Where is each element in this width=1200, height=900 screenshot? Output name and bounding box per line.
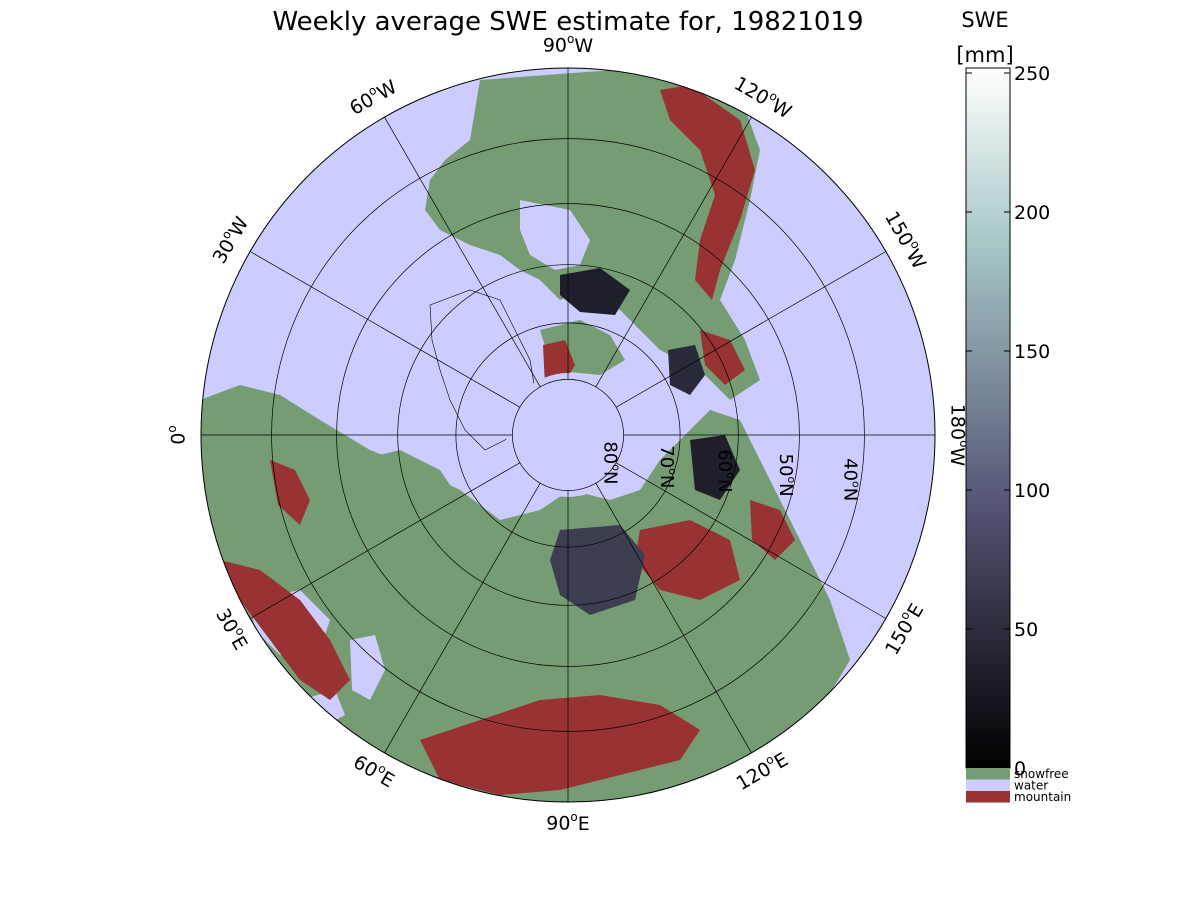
landmass-north-america bbox=[425, 68, 760, 400]
polar-map: 90oW120oW150oW180oW150oE120oE90oE60oE30o… bbox=[165, 32, 972, 835]
legend-label-water: water bbox=[1014, 779, 1048, 793]
meridian-line bbox=[595, 483, 752, 753]
mountain-alps-caucasus bbox=[220, 560, 350, 700]
parallel-label: 80oN bbox=[600, 441, 624, 484]
meridian-label: 90oE bbox=[546, 810, 590, 835]
degree-mark: o bbox=[850, 481, 863, 488]
land-layer bbox=[201, 68, 850, 802]
meridian-line bbox=[250, 251, 520, 408]
legend-label-mountain: mountain bbox=[1014, 790, 1071, 804]
colorbar-tick-label: 200 bbox=[1014, 202, 1050, 224]
colorbar: SWE [mm] 0 50 100 150 200 250 snowfreewatermo… bbox=[956, 8, 1071, 804]
mountain-tibet bbox=[420, 695, 700, 795]
meridian-label: 0o bbox=[165, 425, 190, 444]
degree-mark: o bbox=[570, 810, 577, 824]
colorbar-gradient bbox=[965, 67, 1011, 769]
degree-mark: o bbox=[724, 472, 737, 479]
colorbar-tick-label: 0 bbox=[1014, 758, 1026, 780]
hudson-bay bbox=[520, 200, 590, 270]
parallel-label: 40oN bbox=[840, 458, 864, 501]
legend-swatch-mountain bbox=[966, 791, 1010, 803]
legend-label-snowfree: snowfree bbox=[1014, 767, 1069, 781]
colorbar-ticks: 0 50 100 150 200 250 bbox=[966, 63, 1050, 780]
degree-mark: o bbox=[165, 425, 179, 432]
hemisphere-letter: N bbox=[656, 475, 677, 488]
figure-title: Weekly average SWE estimate for, 1982101… bbox=[272, 7, 863, 37]
meridian-line bbox=[616, 462, 886, 619]
parallel-label: 50oN bbox=[775, 454, 799, 497]
graticule-meridians bbox=[201, 68, 935, 802]
meridian-line bbox=[384, 483, 541, 753]
hemisphere-letter: E bbox=[227, 632, 252, 653]
meridian-line bbox=[250, 462, 520, 619]
caspian-sea bbox=[350, 635, 385, 700]
hemisphere-letter: N bbox=[775, 483, 796, 496]
mountain-rockies bbox=[660, 85, 755, 300]
snow-siberia-east bbox=[690, 435, 740, 500]
parallel-label: 60oN bbox=[714, 449, 738, 492]
mountain-east-siberia bbox=[635, 520, 740, 600]
colorbar-tick-label: 100 bbox=[1014, 480, 1050, 502]
colorbar-tick-label: 250 bbox=[1014, 63, 1050, 85]
hemisphere-letter: W bbox=[947, 447, 969, 466]
degree-mark: o bbox=[666, 468, 679, 475]
snow-canada-north bbox=[560, 268, 630, 315]
hemisphere-letter: N bbox=[600, 471, 621, 484]
colorbar-label-line2: [mm] bbox=[956, 43, 1013, 67]
mountain-alaska bbox=[700, 330, 745, 385]
map-frame bbox=[200, 67, 936, 803]
degree-mark: o bbox=[785, 476, 798, 483]
meridian-line bbox=[384, 117, 541, 387]
colorbar-tick-label: 150 bbox=[1014, 341, 1050, 363]
mountain-kamchatka bbox=[750, 500, 795, 560]
hemisphere-letter: W bbox=[373, 75, 400, 104]
legend-swatch-snowfree bbox=[966, 768, 1010, 780]
degree-mark: o bbox=[567, 32, 574, 46]
snow-alaska bbox=[668, 345, 705, 395]
colorbar-label-line1: SWE bbox=[961, 8, 1008, 32]
landmass-scandinavia bbox=[360, 450, 460, 520]
mountain-scandinavia bbox=[270, 460, 310, 525]
parallel-labels: 80oN 70oN 60oN 50oN 40oN bbox=[600, 441, 864, 501]
colorbar-tick-label: 50 bbox=[1014, 619, 1038, 641]
hemisphere-letter: N bbox=[714, 479, 735, 492]
arctic-ocean-pole bbox=[506, 373, 630, 497]
hemisphere-letter: W bbox=[574, 35, 593, 57]
meridian-line bbox=[616, 251, 886, 408]
legend-swatch-water bbox=[966, 779, 1010, 791]
meridian-label: 90oW bbox=[543, 32, 594, 57]
hemisphere-letter: E bbox=[578, 813, 590, 835]
parallel-label: 70oN bbox=[656, 445, 680, 488]
snow-siberia-central bbox=[550, 525, 645, 615]
hemisphere-letter: W bbox=[902, 245, 931, 272]
degree-mark: o bbox=[610, 464, 623, 471]
hemisphere-letter: E bbox=[770, 748, 791, 773]
degree-mark: o bbox=[958, 440, 972, 447]
hemisphere-letter: N bbox=[840, 488, 861, 501]
meridian-line bbox=[595, 117, 752, 387]
landmass-eurasia bbox=[201, 385, 850, 802]
